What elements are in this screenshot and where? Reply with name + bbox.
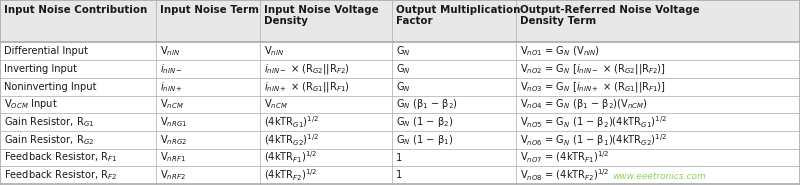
Text: V$_{nO5}$ = G$_N$ (1 − β$_2$)(4kTR$_{G1}$)$^{1/2}$: V$_{nO5}$ = G$_N$ (1 − β$_2$)(4kTR$_{G1}… <box>520 114 667 130</box>
Text: (4kTR$_{G1}$)$^{1/2}$: (4kTR$_{G1}$)$^{1/2}$ <box>264 114 319 130</box>
FancyBboxPatch shape <box>156 0 260 42</box>
Text: Noninverting Input: Noninverting Input <box>4 82 97 92</box>
Text: $i_{nIN-}$ × (R$_{G2}$||R$_{F2}$): $i_{nIN-}$ × (R$_{G2}$||R$_{F2}$) <box>264 62 350 76</box>
Text: Gain Resistor, R$_{G2}$: Gain Resistor, R$_{G2}$ <box>4 133 94 147</box>
FancyBboxPatch shape <box>516 166 800 184</box>
Text: V$_{OCM}$ Input: V$_{OCM}$ Input <box>4 97 58 111</box>
FancyBboxPatch shape <box>0 95 156 113</box>
Text: G$_N$ (1 − β$_2$): G$_N$ (1 − β$_2$) <box>396 115 454 129</box>
FancyBboxPatch shape <box>260 149 392 166</box>
FancyBboxPatch shape <box>156 149 260 166</box>
FancyBboxPatch shape <box>156 78 260 95</box>
FancyBboxPatch shape <box>516 78 800 95</box>
Text: Input Noise Contribution: Input Noise Contribution <box>4 5 147 15</box>
FancyBboxPatch shape <box>0 113 156 131</box>
FancyBboxPatch shape <box>392 131 516 149</box>
Text: Output Multiplication
Factor: Output Multiplication Factor <box>396 5 520 26</box>
FancyBboxPatch shape <box>260 95 392 113</box>
Text: Gain Resistor, R$_{G1}$: Gain Resistor, R$_{G1}$ <box>4 115 94 129</box>
FancyBboxPatch shape <box>260 0 392 42</box>
Text: Differential Input: Differential Input <box>4 46 88 56</box>
Text: V$_{nO6}$ = G$_N$ (1 − β$_1$)(4kTR$_{G2}$)$^{1/2}$: V$_{nO6}$ = G$_N$ (1 − β$_1$)(4kTR$_{G2}… <box>520 132 667 148</box>
Text: V$_{nO2}$ = G$_N$ [$i_{nIN-}$ × (R$_{G2}$||R$_{F2}$)]: V$_{nO2}$ = G$_N$ [$i_{nIN-}$ × (R$_{G2}… <box>520 62 666 76</box>
FancyBboxPatch shape <box>156 42 260 60</box>
FancyBboxPatch shape <box>392 166 516 184</box>
Text: Input Noise Voltage
Density: Input Noise Voltage Density <box>264 5 378 26</box>
FancyBboxPatch shape <box>392 95 516 113</box>
Text: V$_{nCM}$: V$_{nCM}$ <box>264 97 288 111</box>
Text: (4kTR$_{F1}$)$^{1/2}$: (4kTR$_{F1}$)$^{1/2}$ <box>264 150 318 165</box>
Text: G$_N$ (1 − β$_1$): G$_N$ (1 − β$_1$) <box>396 133 454 147</box>
FancyBboxPatch shape <box>156 113 260 131</box>
FancyBboxPatch shape <box>0 78 156 95</box>
Text: $i_{nIN+}$ × (R$_{G1}$||R$_{F1}$): $i_{nIN+}$ × (R$_{G1}$||R$_{F1}$) <box>264 80 350 94</box>
FancyBboxPatch shape <box>392 0 516 42</box>
Text: V$_{nRF2}$: V$_{nRF2}$ <box>160 168 186 182</box>
Text: V$_{nCM}$: V$_{nCM}$ <box>160 97 184 111</box>
FancyBboxPatch shape <box>0 60 156 78</box>
Text: (4kTR$_{G2}$)$^{1/2}$: (4kTR$_{G2}$)$^{1/2}$ <box>264 132 319 148</box>
FancyBboxPatch shape <box>260 131 392 149</box>
FancyBboxPatch shape <box>516 149 800 166</box>
Text: G$_N$: G$_N$ <box>396 62 410 76</box>
Text: V$_{nO3}$ = G$_N$ [$i_{nIN+}$ × (R$_{G1}$||R$_{F1}$)]: V$_{nO3}$ = G$_N$ [$i_{nIN+}$ × (R$_{G1}… <box>520 80 666 94</box>
Text: V$_{nIN}$: V$_{nIN}$ <box>160 44 180 58</box>
FancyBboxPatch shape <box>260 113 392 131</box>
FancyBboxPatch shape <box>0 149 156 166</box>
Text: 1: 1 <box>396 153 402 163</box>
FancyBboxPatch shape <box>0 166 156 184</box>
FancyBboxPatch shape <box>392 60 516 78</box>
FancyBboxPatch shape <box>516 42 800 60</box>
Text: V$_{nO4}$ = G$_N$ (β$_1$ − β$_2$)(V$_{nCM}$): V$_{nO4}$ = G$_N$ (β$_1$ − β$_2$)(V$_{nC… <box>520 97 648 111</box>
Text: Inverting Input: Inverting Input <box>4 64 77 74</box>
Text: V$_{nRF1}$: V$_{nRF1}$ <box>160 151 186 164</box>
Text: www.eeetronics.com: www.eeetronics.com <box>612 172 706 181</box>
Text: V$_{nO1}$ = G$_N$ (V$_{nIN}$): V$_{nO1}$ = G$_N$ (V$_{nIN}$) <box>520 44 600 58</box>
Text: V$_{nRG2}$: V$_{nRG2}$ <box>160 133 187 147</box>
FancyBboxPatch shape <box>156 166 260 184</box>
Text: V$_{nO8}$ = (4kTR$_{F2}$)$^{1/2}$: V$_{nO8}$ = (4kTR$_{F2}$)$^{1/2}$ <box>520 168 610 183</box>
Text: Output-Referred Noise Voltage
Density Term: Output-Referred Noise Voltage Density Te… <box>520 5 700 26</box>
FancyBboxPatch shape <box>260 42 392 60</box>
FancyBboxPatch shape <box>156 131 260 149</box>
Text: G$_N$ (β$_1$ − β$_2$): G$_N$ (β$_1$ − β$_2$) <box>396 97 458 111</box>
Text: Input Noise Term: Input Noise Term <box>160 5 259 15</box>
FancyBboxPatch shape <box>516 60 800 78</box>
FancyBboxPatch shape <box>260 166 392 184</box>
FancyBboxPatch shape <box>516 131 800 149</box>
Text: G$_N$: G$_N$ <box>396 44 410 58</box>
FancyBboxPatch shape <box>0 42 156 60</box>
FancyBboxPatch shape <box>392 78 516 95</box>
FancyBboxPatch shape <box>516 0 800 42</box>
FancyBboxPatch shape <box>392 113 516 131</box>
Text: 1: 1 <box>396 170 402 180</box>
FancyBboxPatch shape <box>260 60 392 78</box>
Text: Feedback Resistor, R$_{F2}$: Feedback Resistor, R$_{F2}$ <box>4 168 118 182</box>
Text: G$_N$: G$_N$ <box>396 80 410 94</box>
FancyBboxPatch shape <box>0 0 156 42</box>
FancyBboxPatch shape <box>392 42 516 60</box>
Text: Feedback Resistor, R$_{F1}$: Feedback Resistor, R$_{F1}$ <box>4 151 118 164</box>
Text: V$_{nRG1}$: V$_{nRG1}$ <box>160 115 187 129</box>
FancyBboxPatch shape <box>516 95 800 113</box>
FancyBboxPatch shape <box>0 131 156 149</box>
FancyBboxPatch shape <box>516 113 800 131</box>
FancyBboxPatch shape <box>260 78 392 95</box>
Text: V$_{nIN}$: V$_{nIN}$ <box>264 44 284 58</box>
Text: (4kTR$_{F2}$)$^{1/2}$: (4kTR$_{F2}$)$^{1/2}$ <box>264 168 318 183</box>
Text: V$_{nO7}$ = (4kTR$_{F1}$)$^{1/2}$: V$_{nO7}$ = (4kTR$_{F1}$)$^{1/2}$ <box>520 150 610 165</box>
FancyBboxPatch shape <box>156 60 260 78</box>
FancyBboxPatch shape <box>156 95 260 113</box>
Text: $i_{nIN+}$: $i_{nIN+}$ <box>160 80 183 94</box>
Text: $i_{nIN-}$: $i_{nIN-}$ <box>160 62 182 76</box>
FancyBboxPatch shape <box>392 149 516 166</box>
